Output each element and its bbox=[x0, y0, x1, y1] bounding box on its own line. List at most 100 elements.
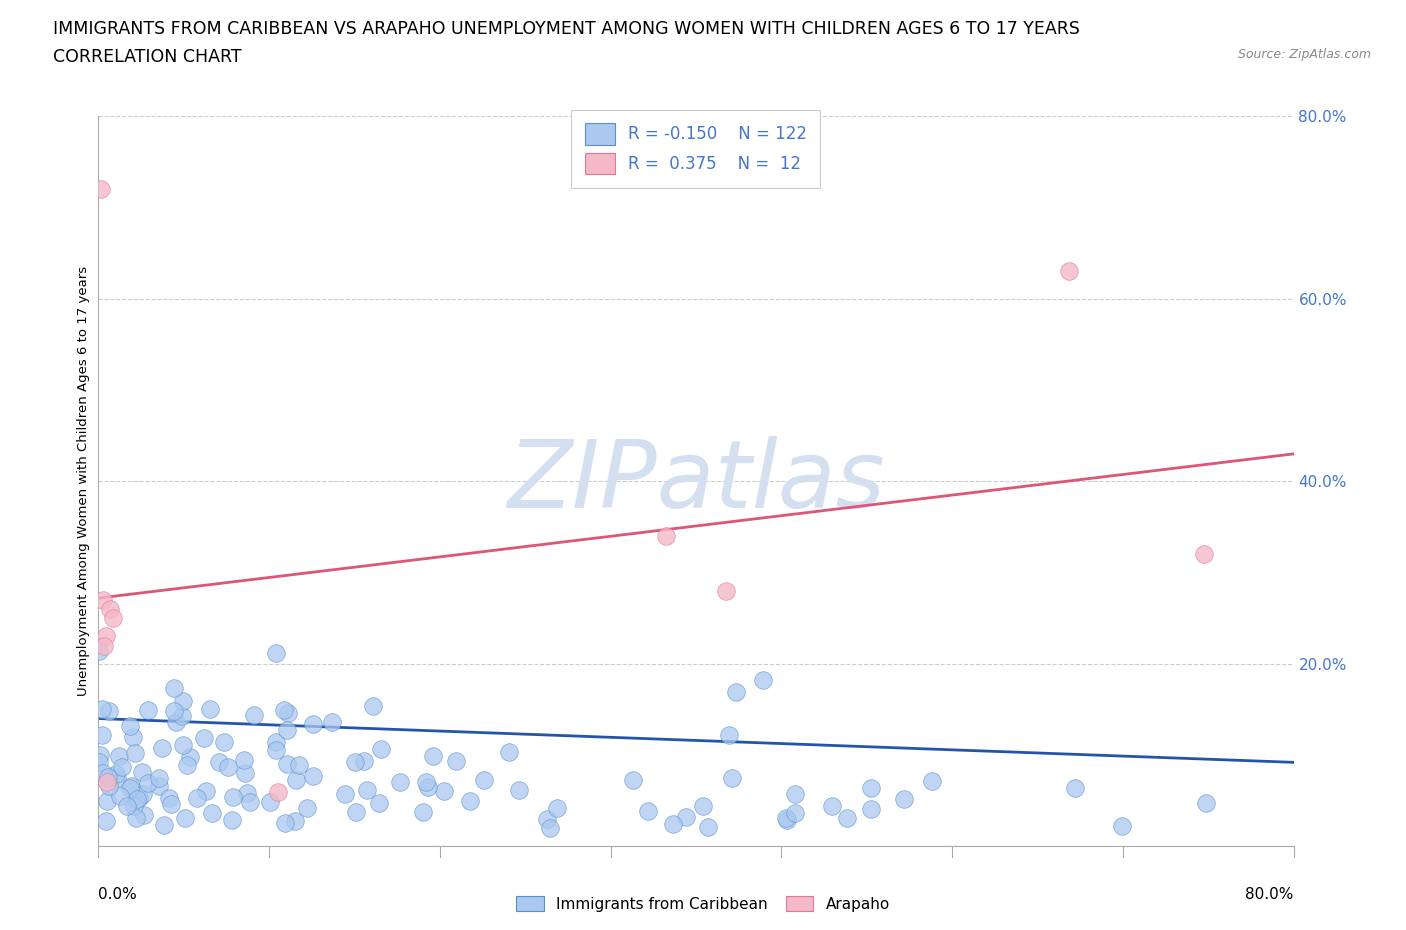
Point bbox=[416, 779, 439, 794]
Text: CORRELATION CHART: CORRELATION CHART bbox=[53, 48, 242, 66]
Point bbox=[217, 759, 239, 774]
Point bbox=[821, 799, 844, 814]
Point bbox=[288, 757, 311, 772]
Point bbox=[108, 789, 131, 804]
Point bbox=[361, 698, 384, 713]
Point bbox=[186, 790, 208, 805]
Point bbox=[1064, 781, 1087, 796]
Point bbox=[921, 773, 943, 788]
Point bbox=[176, 758, 198, 773]
Point bbox=[90, 182, 112, 197]
Point bbox=[1059, 264, 1081, 279]
Point bbox=[538, 820, 561, 835]
Point bbox=[118, 719, 141, 734]
Point bbox=[98, 703, 121, 718]
Point bbox=[173, 811, 195, 826]
Point bbox=[127, 791, 149, 806]
Point bbox=[267, 784, 290, 799]
Point bbox=[91, 592, 114, 607]
Point bbox=[536, 811, 558, 826]
Point bbox=[125, 811, 148, 826]
Point bbox=[498, 745, 520, 760]
Point bbox=[422, 749, 444, 764]
Point bbox=[159, 796, 181, 811]
Point bbox=[172, 694, 194, 709]
Point bbox=[343, 754, 366, 769]
Point bbox=[321, 714, 343, 729]
Point bbox=[776, 813, 799, 828]
Text: IMMIGRANTS FROM CARIBBEAN VS ARAPAHO UNEMPLOYMENT AMONG WOMEN WITH CHILDREN AGES: IMMIGRANTS FROM CARIBBEAN VS ARAPAHO UNE… bbox=[53, 20, 1080, 38]
Point bbox=[266, 743, 288, 758]
Point bbox=[122, 798, 145, 813]
Legend: R = -0.150    N = 122, R =  0.375    N =  12: R = -0.150 N = 122, R = 0.375 N = 12 bbox=[571, 110, 821, 188]
Point bbox=[136, 703, 159, 718]
Point bbox=[546, 800, 568, 815]
Point bbox=[236, 786, 259, 801]
Point bbox=[115, 799, 138, 814]
Point bbox=[835, 810, 858, 825]
Point bbox=[165, 714, 187, 729]
Point bbox=[637, 804, 659, 818]
Point bbox=[662, 817, 685, 831]
Point bbox=[212, 735, 235, 750]
Point bbox=[90, 727, 112, 742]
Point bbox=[368, 796, 391, 811]
Point bbox=[276, 723, 298, 737]
Text: ZIPatlas: ZIPatlas bbox=[508, 436, 884, 526]
Point bbox=[122, 729, 145, 744]
Point bbox=[302, 716, 325, 731]
Point bbox=[111, 760, 134, 775]
Point bbox=[692, 799, 714, 814]
Point bbox=[118, 780, 141, 795]
Point bbox=[859, 802, 882, 817]
Point bbox=[108, 749, 131, 764]
Point bbox=[104, 767, 127, 782]
Point bbox=[136, 776, 159, 790]
Point bbox=[94, 629, 117, 644]
Point bbox=[93, 638, 115, 653]
Point bbox=[179, 750, 201, 764]
Point bbox=[148, 770, 170, 785]
Point bbox=[103, 611, 125, 626]
Point bbox=[655, 528, 678, 543]
Point bbox=[412, 804, 434, 819]
Point bbox=[264, 645, 287, 660]
Point bbox=[458, 794, 481, 809]
Point bbox=[201, 806, 224, 821]
Point bbox=[198, 702, 221, 717]
Point bbox=[720, 771, 742, 786]
Point bbox=[134, 808, 156, 823]
Point bbox=[94, 814, 117, 829]
Point bbox=[472, 773, 495, 788]
Point bbox=[718, 728, 741, 743]
Point bbox=[302, 768, 325, 783]
Point bbox=[89, 747, 111, 762]
Point bbox=[696, 819, 718, 834]
Point bbox=[233, 766, 256, 781]
Point bbox=[90, 701, 112, 716]
Point bbox=[284, 814, 307, 829]
Point bbox=[356, 782, 378, 797]
Y-axis label: Unemployment Among Women with Children Ages 6 to 17 years: Unemployment Among Women with Children A… bbox=[77, 266, 90, 697]
Text: Source: ZipAtlas.com: Source: ZipAtlas.com bbox=[1237, 48, 1371, 61]
Point bbox=[96, 793, 118, 808]
Point bbox=[1192, 547, 1215, 562]
Point bbox=[148, 778, 170, 793]
Point bbox=[775, 811, 797, 826]
Point bbox=[1195, 795, 1218, 810]
Point bbox=[259, 794, 281, 809]
Point bbox=[277, 706, 299, 721]
Point bbox=[446, 753, 468, 768]
Point bbox=[89, 644, 111, 658]
Point bbox=[264, 734, 287, 749]
Text: 80.0%: 80.0% bbox=[1246, 887, 1294, 902]
Point bbox=[335, 787, 357, 802]
Point bbox=[221, 813, 243, 828]
Text: 0.0%: 0.0% bbox=[98, 887, 138, 902]
Point bbox=[131, 765, 153, 780]
Point bbox=[172, 738, 194, 753]
Point bbox=[415, 774, 437, 789]
Point bbox=[675, 809, 697, 824]
Point bbox=[284, 772, 307, 787]
Point bbox=[239, 795, 262, 810]
